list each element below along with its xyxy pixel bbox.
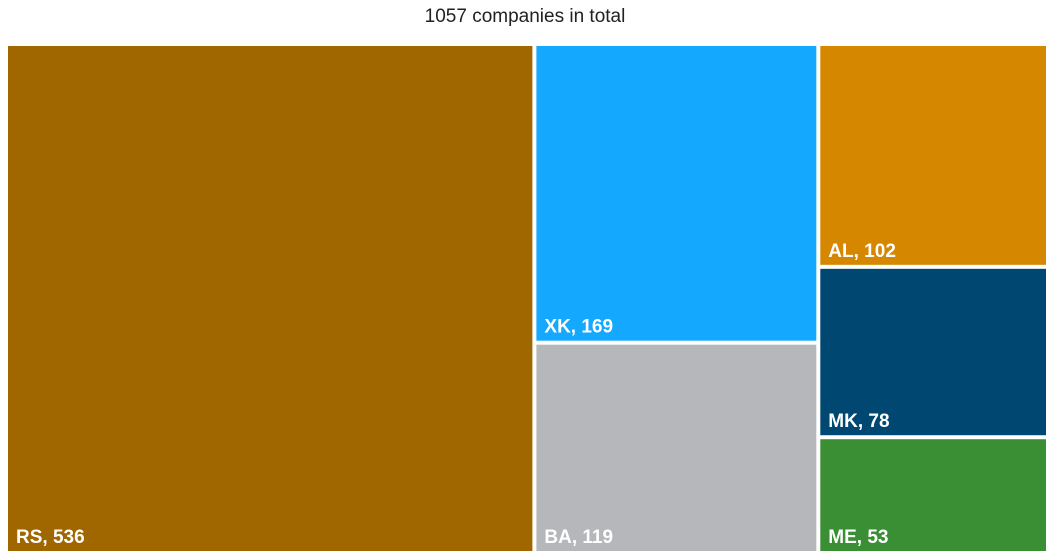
chart-title: 1057 companies in total [424,6,626,27]
tile-label-xk: XK, 169 [544,317,613,338]
tile-xk [536,46,817,341]
tile-label-al: AL, 102 [828,241,896,262]
tile-me [820,439,1046,551]
tile-rs [8,46,533,551]
tile-label-me: ME, 53 [828,527,888,548]
tile-mk [820,268,1046,436]
tile-label-mk: MK, 78 [828,411,889,432]
tile-al [820,46,1046,265]
tile-ba [536,344,817,551]
tile-label-ba: BA, 119 [544,527,613,548]
tile-label-rs: RS, 536 [16,527,85,548]
